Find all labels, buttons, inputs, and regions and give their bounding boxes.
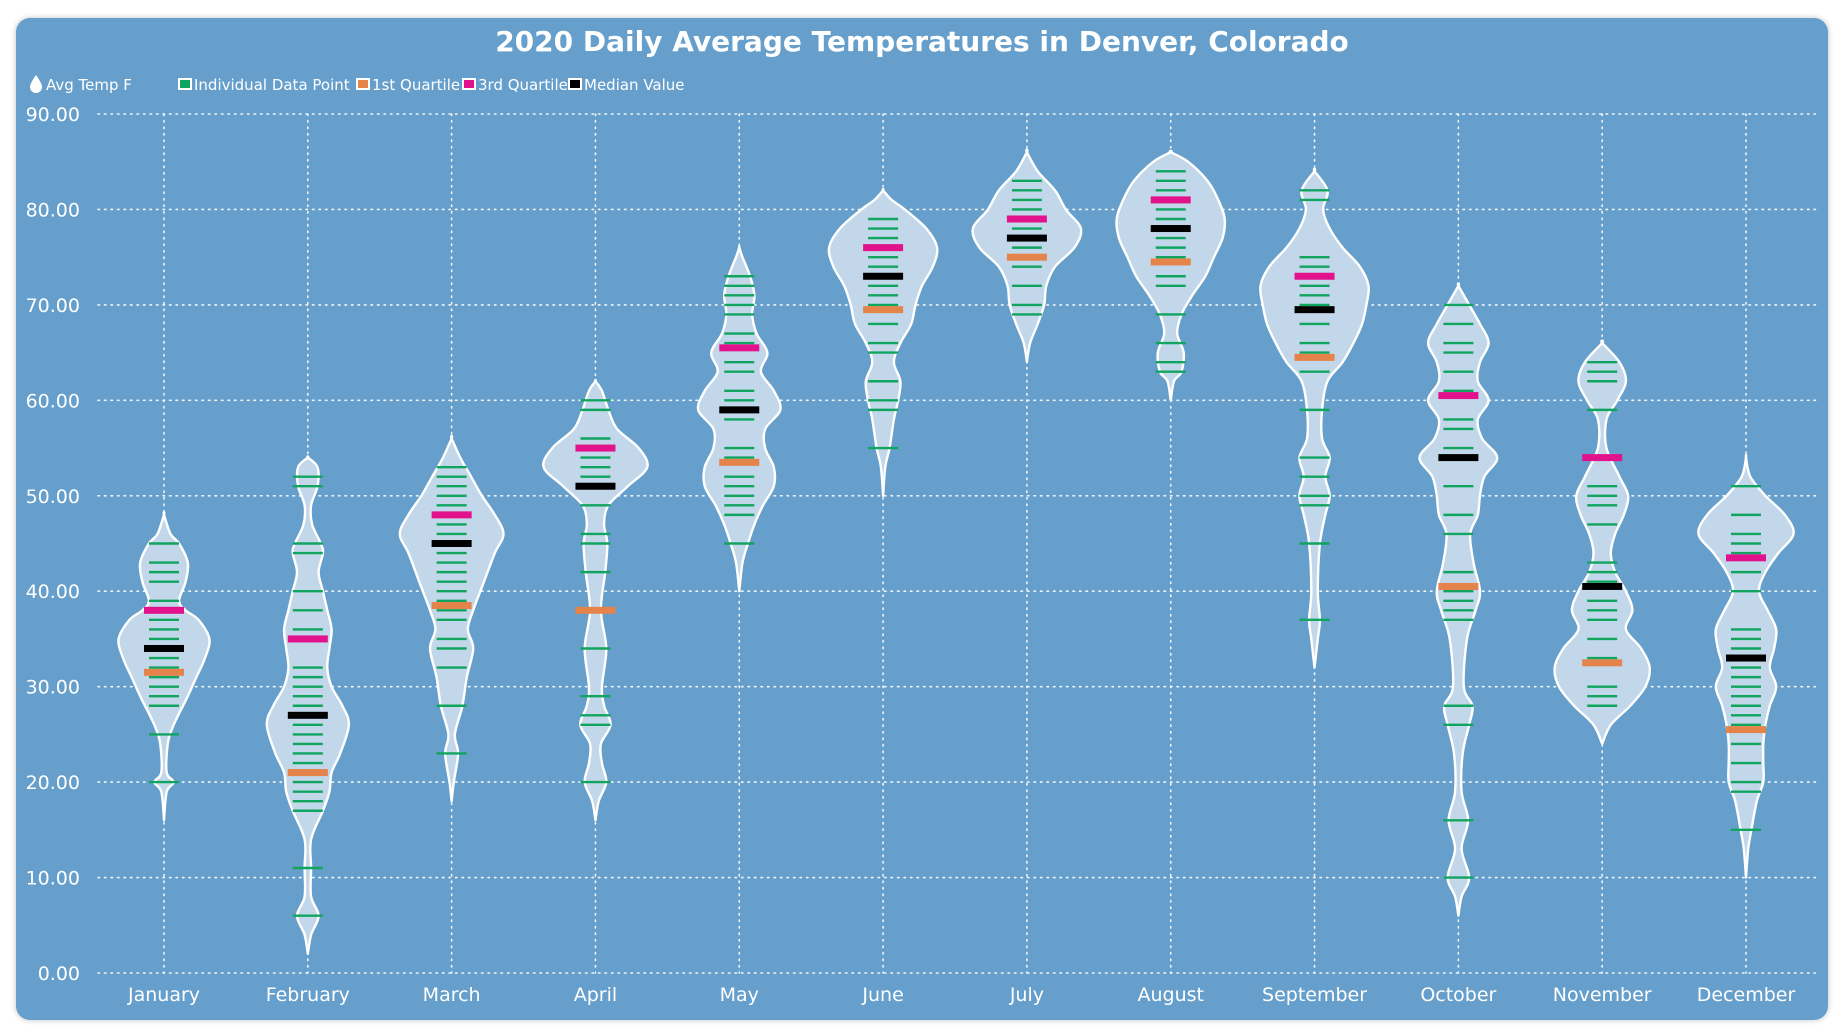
first-quartile-marker (719, 458, 760, 466)
x-tick-label: June (861, 984, 903, 1006)
legend-item-third-quartile[interactable]: 3rd Quartile (462, 76, 568, 94)
first-quartile-marker (575, 606, 616, 614)
first-quartile-marker (287, 769, 328, 777)
x-tick-label: March (423, 984, 481, 1006)
median-marker (1150, 225, 1191, 233)
third-quartile-marker (1582, 454, 1623, 462)
y-axis: 0.00 10.00 20.00 30.00 40.00 50.00 60.00 70.00 8… (26, 104, 80, 985)
median-marker (1006, 234, 1047, 242)
violin-april (542, 378, 649, 822)
third-quartile-marker (1726, 554, 1766, 562)
gridlines (97, 113, 1817, 974)
violin-shape (1418, 282, 1499, 917)
legend-label-median-value: Median Value (584, 76, 685, 94)
legend-label-third-quartile: 3rd Quartile (478, 76, 568, 94)
third-quartile-marker (575, 444, 616, 452)
first-quartile-marker (1294, 353, 1335, 361)
y-tick-label: 60.00 (26, 390, 80, 412)
legend-item-median-value[interactable]: Median Value (568, 76, 685, 94)
first-quartile-marker (1438, 582, 1479, 590)
third-quartile-marker (1150, 196, 1191, 204)
violin-march (398, 434, 505, 803)
median-marker (431, 540, 472, 547)
violin-september (1259, 167, 1370, 669)
violin-october (1418, 282, 1499, 917)
third-quartile-marker (1006, 215, 1047, 223)
median-marker (575, 482, 616, 490)
median-marker (863, 272, 904, 280)
x-tick-label: April (574, 984, 617, 1006)
x-tick-label: August (1137, 984, 1204, 1006)
violin-june (827, 188, 939, 497)
x-tick-label: January (127, 984, 200, 1006)
third-quartile-marker (1438, 392, 1479, 400)
y-tick-label: 50.00 (26, 486, 80, 508)
median-marker (719, 406, 760, 414)
third-quartile-marker (144, 606, 184, 614)
violin-february (265, 455, 351, 956)
violin-may (696, 245, 782, 593)
violin-chart: 2020 Daily Average Temperatures in Denve… (26, 25, 1817, 1006)
third-quartile-marker (287, 635, 328, 643)
third-quartile-marker (863, 244, 904, 252)
chart-card: 2020 Daily Average Temperatures in Denve… (16, 18, 1828, 1020)
y-tick-label: 10.00 (26, 868, 80, 890)
y-tick-label: 30.00 (26, 677, 80, 699)
violin-shape (1259, 167, 1370, 669)
third-quartile-marker (1294, 272, 1335, 280)
violin-november (1553, 339, 1652, 746)
x-tick-label: May (720, 984, 759, 1006)
violin-shape (398, 434, 505, 803)
violin-january (117, 511, 211, 822)
plot-area (117, 148, 1795, 956)
first-quartile-marker (431, 602, 472, 610)
legend-item-first-quartile[interactable]: 1st Quartile (356, 76, 460, 94)
legend-label-first-quartile: 1st Quartile (372, 76, 460, 94)
x-axis: January February March April May June July Augu… (127, 984, 1795, 1006)
legend-item-individual-data-point[interactable]: Individual Data Point (178, 76, 350, 94)
legend-field-label: Avg Temp F (46, 76, 132, 94)
first-quartile-marker (863, 306, 904, 314)
first-quartile-marker (1582, 659, 1623, 667)
droplet-icon (30, 75, 42, 93)
median-marker (1726, 654, 1766, 662)
violin-december (1697, 453, 1795, 879)
median-marker (1294, 306, 1335, 314)
x-tick-label: September (1262, 984, 1367, 1006)
third-quartile-marker (719, 344, 760, 352)
violin-shape (542, 378, 649, 822)
x-tick-label: July (1009, 984, 1044, 1006)
first-quartile-marker (1150, 258, 1191, 266)
y-tick-label: 90.00 (26, 104, 80, 126)
third-quartile-marker (431, 511, 472, 519)
median-marker (144, 644, 184, 652)
first-quartile-marker (144, 668, 184, 676)
x-tick-label: December (1697, 984, 1796, 1006)
y-tick-label: 80.00 (26, 199, 80, 221)
y-tick-label: 0.00 (38, 963, 80, 985)
median-marker (1438, 454, 1479, 462)
x-tick-label: February (266, 984, 350, 1006)
y-tick-label: 40.00 (26, 581, 80, 603)
chart-title: 2020 Daily Average Temperatures in Denve… (495, 25, 1349, 58)
x-tick-label: October (1420, 984, 1496, 1006)
legend-label-individual-data-point: Individual Data Point (194, 76, 350, 94)
violin-shape (1553, 339, 1652, 746)
y-tick-label: 20.00 (26, 772, 80, 794)
median-marker (287, 711, 328, 719)
y-tick-label: 70.00 (26, 295, 80, 317)
first-quartile-marker (1726, 726, 1766, 734)
median-marker (1582, 582, 1623, 590)
x-tick-label: November (1553, 984, 1652, 1006)
violin-august (1115, 149, 1227, 402)
violin-july (971, 148, 1083, 364)
legend: Avg Temp F Individual Data Point 1st Qua… (30, 75, 685, 94)
first-quartile-marker (1006, 253, 1047, 261)
